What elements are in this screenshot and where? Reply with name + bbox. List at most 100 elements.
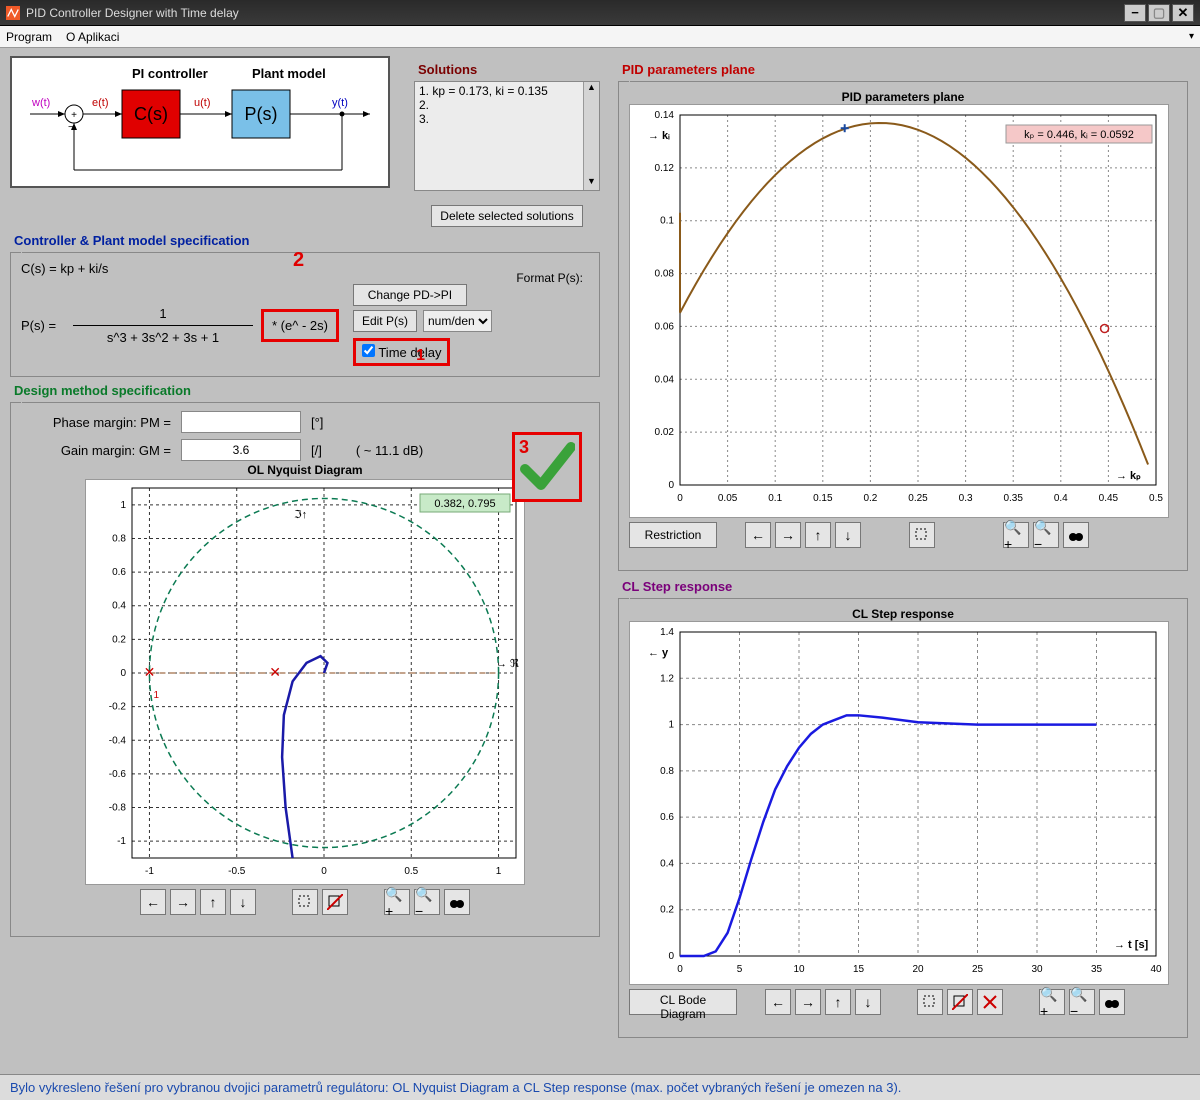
zoom-in-button[interactable]: 🔍+: [1003, 522, 1029, 548]
cl-bode-button[interactable]: CL Bode Diagram: [629, 989, 737, 1015]
binoculars-button[interactable]: [444, 889, 470, 915]
nav-right-button[interactable]: →: [795, 989, 821, 1015]
svg-text:1: 1: [153, 690, 159, 701]
minimize-button[interactable]: −: [1124, 4, 1146, 22]
svg-text:0.35: 0.35: [1003, 493, 1023, 504]
restriction-button[interactable]: Restriction: [629, 522, 717, 548]
nav-left-button[interactable]: ←: [765, 989, 791, 1015]
gm-input[interactable]: [181, 439, 301, 461]
zoom-in-button[interactable]: 🔍+: [384, 889, 410, 915]
status-text: Bylo vykresleno řešení pro vybranou dvoj…: [10, 1080, 901, 1095]
solution-item[interactable]: 1. kp = 0.173, ki = 0.135: [419, 84, 595, 98]
svg-text:-0.8: -0.8: [109, 803, 127, 814]
svg-text:1: 1: [668, 720, 674, 731]
pm-label: Phase margin: PM =: [21, 415, 171, 430]
svg-text:1: 1: [496, 866, 502, 877]
svg-text:0.2: 0.2: [660, 905, 674, 916]
svg-text:0: 0: [668, 951, 674, 962]
annotation-1: 1: [416, 347, 425, 365]
maximize-button[interactable]: ▢: [1148, 4, 1170, 22]
svg-text:1.2: 1.2: [660, 673, 674, 684]
svg-text:0.15: 0.15: [813, 493, 833, 504]
zoom-region-button[interactable]: [292, 889, 318, 915]
zoom-region-button[interactable]: [917, 989, 943, 1015]
nav-up-button[interactable]: ↑: [200, 889, 226, 915]
annotation-3-box: 3: [512, 432, 582, 502]
format-select[interactable]: num/den: [423, 310, 492, 332]
design-title: Design method specification: [14, 383, 600, 398]
pm-input[interactable]: [181, 411, 301, 433]
nav-down-button[interactable]: ↓: [230, 889, 256, 915]
nav-left-button[interactable]: ←: [140, 889, 166, 915]
delete-button[interactable]: [977, 989, 1003, 1015]
signal-y: y(t): [332, 97, 348, 109]
svg-text:25: 25: [972, 964, 984, 975]
nav-right-button[interactable]: →: [170, 889, 196, 915]
nyquist-title: OL Nyquist Diagram: [21, 463, 589, 477]
svg-text:0.5: 0.5: [1149, 493, 1163, 504]
change-pd-pi-button[interactable]: Change PD->PI: [353, 284, 467, 306]
nav-up-button[interactable]: ↑: [805, 522, 831, 548]
svg-text:✕: ✕: [144, 664, 156, 680]
zoom-out-button[interactable]: 🔍−: [1069, 989, 1095, 1015]
step-title: CL Step response: [629, 607, 1177, 621]
clear-marker-button[interactable]: [322, 889, 348, 915]
scroll-down-icon[interactable]: ▼: [584, 176, 599, 190]
menu-about[interactable]: O Aplikaci: [66, 30, 119, 44]
zoom-in-button[interactable]: 🔍+: [1039, 989, 1065, 1015]
format-label: Format P(s):: [516, 271, 583, 285]
close-button[interactable]: ✕: [1172, 4, 1194, 22]
spec-title: Controller & Plant model specification: [14, 233, 600, 248]
menu-chevron-icon[interactable]: ▾: [1189, 31, 1194, 42]
nav-down-button[interactable]: ↓: [835, 522, 861, 548]
svg-text:0: 0: [120, 668, 126, 679]
app-icon: [6, 6, 20, 20]
pid-plane-chart: 00.050.10.150.20.250.30.350.40.450.500.0…: [629, 104, 1169, 518]
nav-right-button[interactable]: →: [775, 522, 801, 548]
svg-text:kₚ = 0.446, kᵢ = 0.0592: kₚ = 0.446, kᵢ = 0.0592: [1024, 129, 1134, 141]
menubar: Program O Aplikaci ▾: [0, 26, 1200, 48]
ps-denominator: s^3 + 3s^2 + 3s + 1: [73, 330, 253, 345]
svg-text:-1: -1: [117, 836, 126, 847]
statusbar: Bylo vykresleno řešení pro vybranou dvoj…: [0, 1074, 1200, 1100]
svg-text:0.8: 0.8: [660, 766, 674, 777]
zoom-out-button[interactable]: 🔍−: [1033, 522, 1059, 548]
svg-text:0.06: 0.06: [655, 321, 675, 332]
solution-item[interactable]: 2.: [419, 98, 595, 112]
solution-item[interactable]: 3.: [419, 112, 595, 126]
svg-text:30: 30: [1031, 964, 1043, 975]
scrollbar[interactable]: ▲ ▼: [583, 82, 599, 190]
binoculars-button[interactable]: [1063, 522, 1089, 548]
scroll-up-icon[interactable]: ▲: [584, 82, 599, 96]
svg-text:0: 0: [668, 480, 674, 491]
signal-w: w(t): [31, 97, 50, 109]
nav-up-button[interactable]: ↑: [825, 989, 851, 1015]
nav-left-button[interactable]: ←: [745, 522, 771, 548]
titlebar: PID Controller Designer with Time delay …: [0, 0, 1200, 26]
zoom-out-button[interactable]: 🔍−: [414, 889, 440, 915]
svg-text:→ kₚ: → kₚ: [1116, 470, 1141, 482]
time-delay-checkbox[interactable]: [362, 344, 375, 357]
delay-term: * (e^ - 2s): [272, 318, 328, 333]
svg-text:0.12: 0.12: [655, 163, 675, 174]
svg-text:0.3: 0.3: [959, 493, 973, 504]
gm-db: ( ~ 11.1 dB): [356, 443, 423, 458]
svg-text:→ t [s]: → t [s]: [1114, 939, 1149, 951]
svg-text:-0.5: -0.5: [228, 866, 246, 877]
svg-text:0.2: 0.2: [863, 493, 877, 504]
zoom-region-button[interactable]: [909, 522, 935, 548]
annotation-3: 3: [519, 437, 529, 458]
delete-solutions-button[interactable]: Delete selected solutions: [431, 205, 582, 227]
svg-text:0.4: 0.4: [112, 601, 126, 612]
edit-ps-button[interactable]: Edit P(s): [353, 310, 417, 332]
ps-label: P(s) =: [21, 318, 73, 333]
svg-text:-0.2: -0.2: [109, 702, 127, 713]
svg-text:ℑ↑: ℑ↑: [294, 509, 307, 521]
nav-down-button[interactable]: ↓: [855, 989, 881, 1015]
ps-numerator: 1: [73, 306, 253, 321]
clear-marker-button[interactable]: [947, 989, 973, 1015]
menu-program[interactable]: Program: [6, 30, 52, 44]
binoculars-button[interactable]: [1099, 989, 1125, 1015]
solutions-listbox[interactable]: 1. kp = 0.173, ki = 0.135 2. 3. ▲ ▼: [414, 81, 600, 191]
signal-u: u(t): [194, 97, 211, 109]
